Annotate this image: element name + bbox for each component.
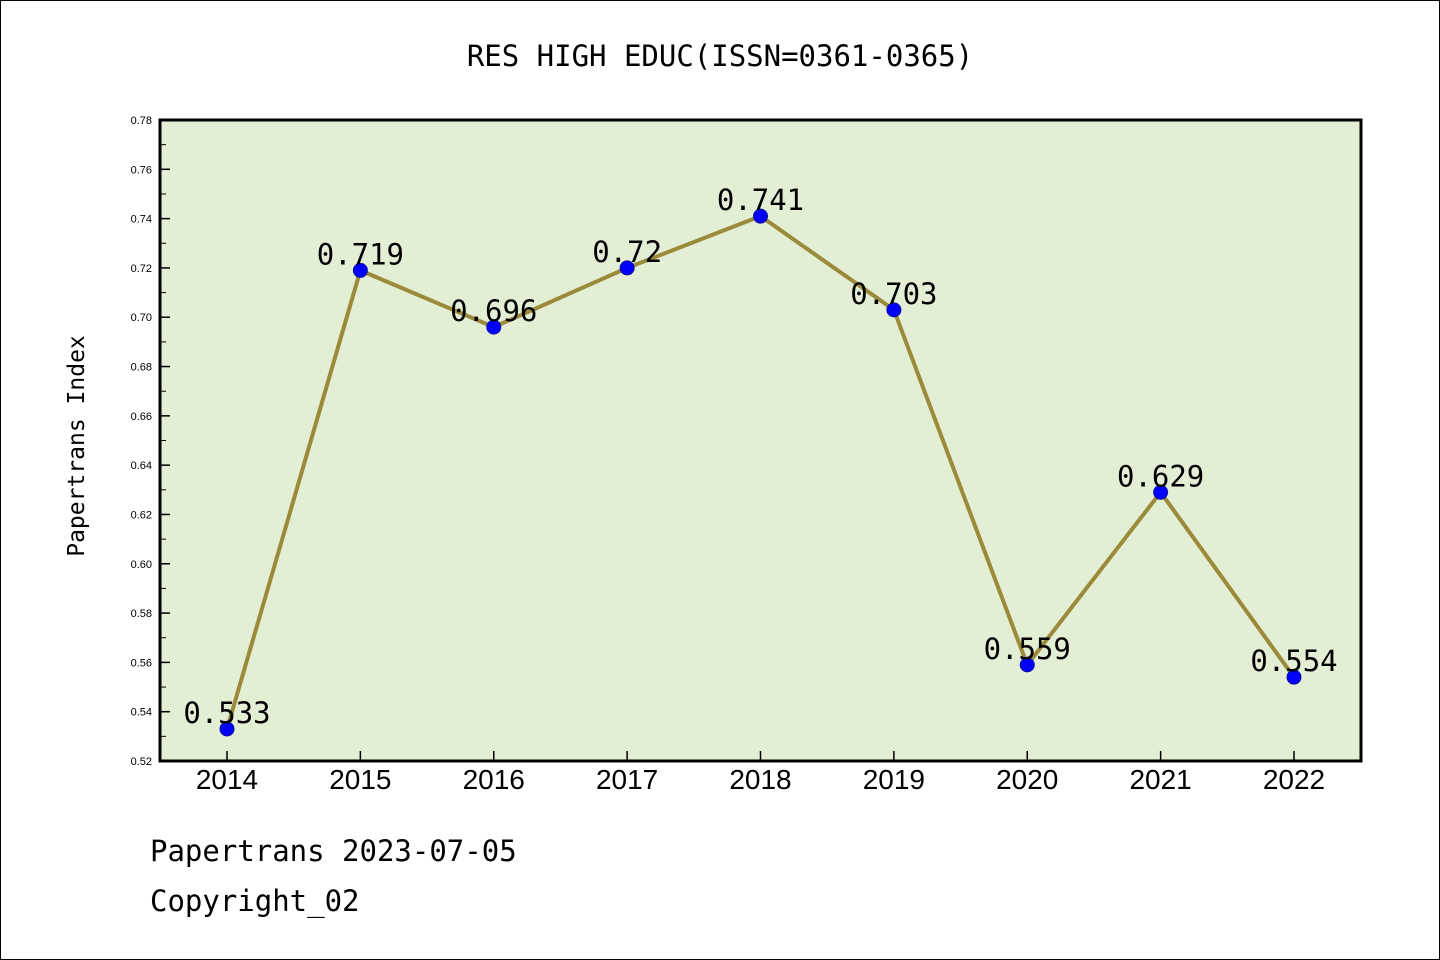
y-tick-label: 0.76 (131, 164, 152, 176)
data-label: 0.554 (1250, 644, 1337, 678)
y-tick-label: 0.64 (131, 460, 152, 472)
plot-area (160, 120, 1361, 761)
data-label: 0.559 (984, 632, 1071, 666)
y-tick-label: 0.68 (131, 362, 152, 374)
data-point (219, 721, 235, 737)
plot-border (158, 118, 1363, 763)
data-labels: 0.533 0.719 0.696 0.72 0.741 0.703 0.559 0.629 0… (183, 183, 1337, 730)
x-tick-label: 2021 (1129, 764, 1191, 795)
x-tick-label: 2014 (196, 764, 258, 795)
y-tick-label: 0.62 (131, 509, 152, 521)
data-label: 0.719 (317, 237, 404, 271)
y-tick-label: 0.52 (131, 756, 152, 768)
x-tick-label: 2022 (1263, 764, 1325, 795)
data-point (352, 262, 368, 278)
y-tick-label: 0.74 (131, 214, 152, 226)
y-tick-label: 0.54 (131, 707, 152, 719)
footer-date: Papertrans 2023-07-05 (150, 834, 517, 868)
y-tick-label: 0.58 (131, 608, 152, 620)
data-points (219, 208, 1302, 737)
y-axis-label: Papertrans Index (64, 335, 90, 557)
data-label: 0.629 (1117, 459, 1204, 493)
chart-title: RES HIGH EDUC(ISSN=0361-0365) (467, 39, 973, 73)
data-label: 0.696 (450, 294, 537, 328)
footer-copyright: Copyright_02 (150, 884, 360, 918)
data-point (1286, 669, 1302, 685)
data-point (753, 208, 768, 224)
y-tick-label: 0.60 (131, 559, 152, 571)
data-label: 0.533 (183, 696, 270, 730)
y-tick-label: 0.56 (131, 657, 152, 669)
data-label: 0.703 (850, 277, 937, 311)
data-point (1153, 484, 1169, 500)
y-tick-label: 0.66 (131, 411, 152, 423)
y-tick-label: 0.72 (131, 263, 152, 275)
x-tick-label: 2018 (729, 764, 791, 795)
x-axis: 2014 2015 2016 2017 2018 2019 2020 2021 2022 (196, 751, 1325, 795)
y-tick-label: 0.78 (131, 115, 152, 127)
data-point (486, 319, 502, 335)
data-point (1019, 657, 1035, 673)
x-tick-label: 2016 (463, 764, 525, 795)
data-point (619, 260, 635, 276)
data-point (886, 302, 902, 318)
y-tick-label: 0.70 (131, 312, 152, 324)
x-tick-label: 2017 (596, 764, 658, 795)
data-label: 0.741 (717, 183, 804, 217)
x-tick-label: 2019 (863, 764, 925, 795)
data-label: 0.72 (592, 235, 662, 269)
x-tick-label: 2020 (996, 764, 1058, 795)
x-tick-label: 2015 (329, 764, 391, 795)
y-axis: 0.52 0.54 0.56 0.58 0.60 0.62 0.64 0.66 0.68 0.70… (131, 115, 170, 768)
